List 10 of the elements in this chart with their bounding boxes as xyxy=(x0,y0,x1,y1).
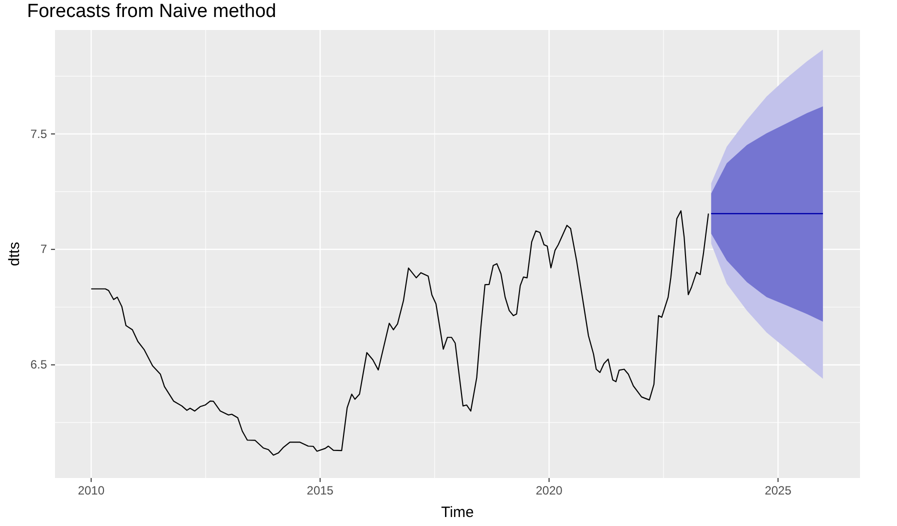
y-tick-label: 6.5 xyxy=(30,358,48,372)
x-tick-label: 2015 xyxy=(306,484,334,498)
x-tick-label: 2010 xyxy=(78,484,105,498)
x-tick-label: 2020 xyxy=(536,484,563,498)
y-tick-label: 7 xyxy=(40,242,48,256)
y-axis-title: dtts xyxy=(6,242,23,266)
x-tick-label: 2025 xyxy=(764,484,792,498)
chart-title: Forecasts from Naive method xyxy=(27,1,276,22)
y-tick-label: 7.5 xyxy=(30,126,48,141)
x-axis-title: Time xyxy=(441,504,474,521)
